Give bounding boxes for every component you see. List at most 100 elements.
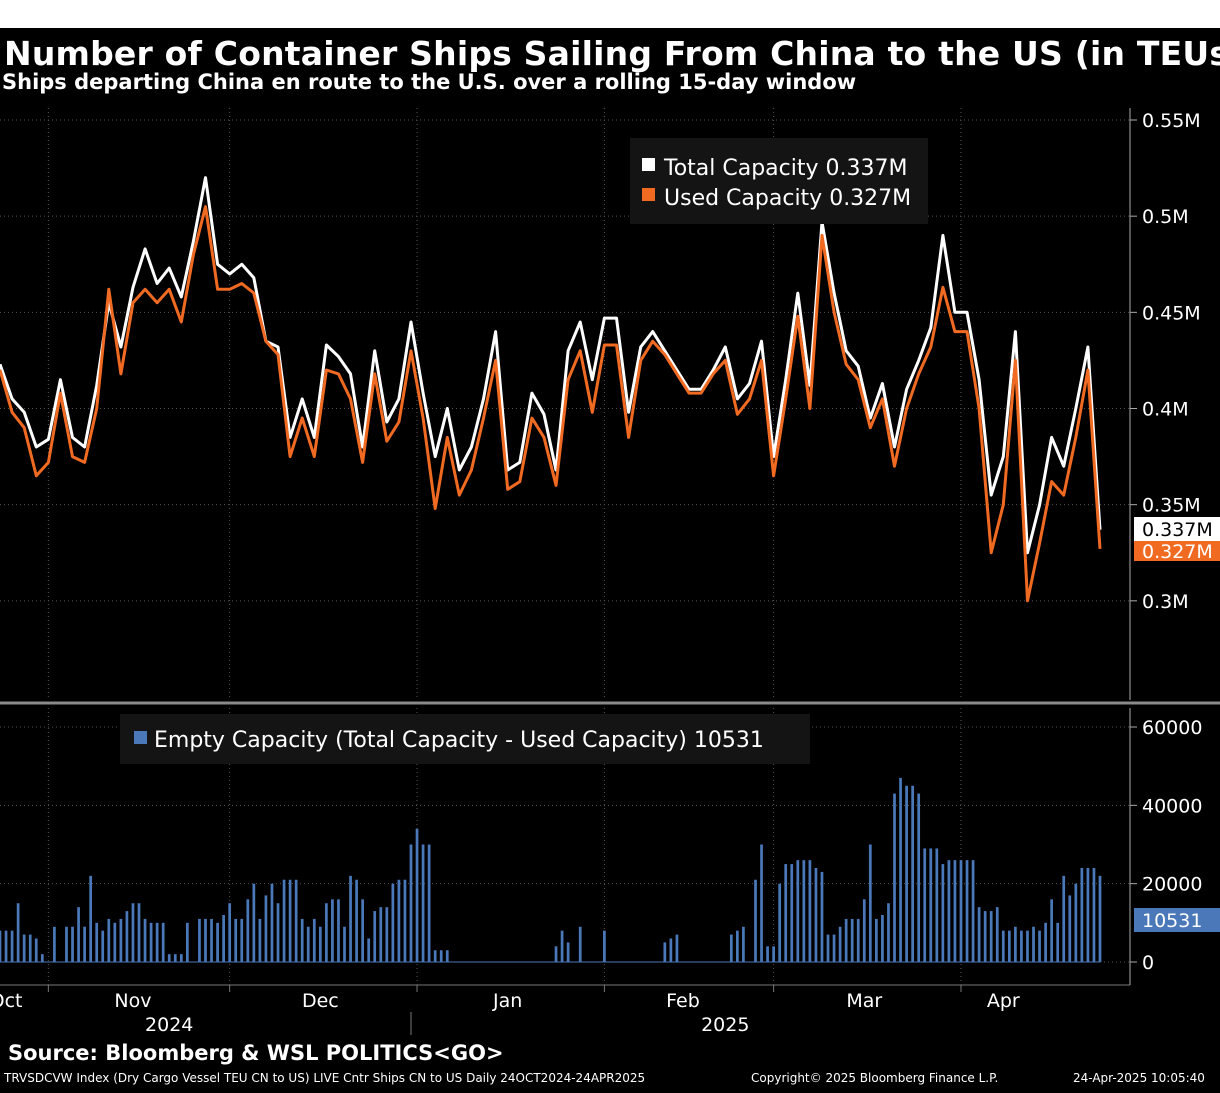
empty-capacity-bar bbox=[373, 911, 377, 962]
empty-capacity-bar bbox=[343, 926, 346, 962]
empty-capacity-bar bbox=[439, 950, 443, 962]
empty-capacity-bar bbox=[808, 860, 812, 962]
empty-capacity-bar bbox=[814, 868, 818, 962]
empty-last-value-tag bbox=[1134, 908, 1220, 932]
empty-capacity-bar bbox=[34, 938, 38, 962]
legend-swatch bbox=[642, 158, 655, 171]
y-tick-label: 20000 bbox=[1142, 874, 1202, 896]
empty-capacity-bar bbox=[107, 918, 111, 962]
empty-capacity-bar bbox=[246, 899, 250, 962]
empty-capacity-bar bbox=[222, 915, 225, 962]
used-last-value-label: 0.327M bbox=[1142, 541, 1213, 563]
empty-capacity-bar bbox=[282, 879, 286, 962]
empty-capacity-bar bbox=[1044, 922, 1047, 962]
y-tick-label: 0.55M bbox=[1142, 110, 1201, 132]
empty-capacity-bar bbox=[784, 864, 788, 962]
empty-capacity-bar bbox=[754, 879, 757, 962]
empty-capacity-bar bbox=[578, 926, 582, 962]
empty-capacity-bar bbox=[234, 918, 238, 962]
empty-capacity-bar bbox=[155, 922, 159, 962]
empty-capacity-bar bbox=[16, 903, 20, 962]
empty-capacity-bar bbox=[0, 930, 2, 962]
empty-capacity-bar bbox=[1007, 930, 1011, 962]
empty-capacity-bar bbox=[161, 922, 165, 962]
empty-capacity-bar bbox=[331, 899, 334, 962]
empty-capacity-bar bbox=[742, 926, 745, 962]
empty-capacity-bar bbox=[983, 911, 987, 962]
empty-last-value-label: 10531 bbox=[1142, 910, 1202, 932]
empty-capacity-bar bbox=[433, 950, 437, 962]
empty-capacity-bar bbox=[240, 918, 244, 962]
empty-capacity-bar bbox=[905, 785, 908, 962]
empty-capacity-bar bbox=[911, 785, 914, 962]
legend-swatch bbox=[134, 731, 147, 744]
empty-capacity-bar bbox=[198, 918, 201, 962]
empty-capacity-bar bbox=[204, 918, 207, 962]
empty-capacity-bar bbox=[1092, 868, 1096, 962]
empty-capacity-bar bbox=[862, 899, 866, 962]
month-label: Mar bbox=[846, 990, 882, 1012]
empty-capacity-bar bbox=[325, 903, 328, 962]
empty-capacity-bar bbox=[669, 938, 673, 962]
empty-capacity-bar bbox=[766, 946, 769, 962]
empty-capacity-bar bbox=[264, 895, 268, 962]
empty-capacity-bar bbox=[40, 954, 44, 962]
empty-capacity-bar bbox=[53, 926, 56, 962]
empty-capacity-bar bbox=[318, 926, 322, 962]
line-legend-box bbox=[630, 138, 928, 224]
bar-legend-box bbox=[120, 714, 810, 764]
used-capacity-line bbox=[0, 205, 1102, 603]
empty-capacity-bar bbox=[89, 875, 93, 962]
empty-capacity-bar bbox=[1020, 930, 1023, 962]
empty-capacity-bar bbox=[276, 903, 280, 962]
empty-capacity-bar bbox=[1026, 930, 1029, 962]
empty-capacity-bar bbox=[355, 879, 358, 962]
empty-capacity-bar bbox=[899, 777, 902, 962]
empty-capacity-bar bbox=[965, 860, 969, 962]
empty-capacity-bar bbox=[675, 934, 679, 962]
empty-capacity-bar bbox=[186, 922, 189, 962]
empty-capacity-bar bbox=[113, 922, 117, 962]
empty-capacity-bar bbox=[796, 860, 800, 962]
empty-capacity-bar bbox=[294, 879, 298, 962]
empty-capacity-bar bbox=[397, 879, 401, 962]
empty-capacity-bar bbox=[300, 918, 304, 962]
total-capacity-line bbox=[0, 176, 1102, 555]
empty-capacity-bar bbox=[850, 918, 854, 962]
empty-capacity-bar bbox=[923, 848, 927, 962]
total-last-value-label: 0.337M bbox=[1142, 519, 1213, 541]
empty-capacity-bar bbox=[288, 879, 292, 962]
empty-capacity-bar bbox=[28, 934, 32, 962]
month-label: Jan bbox=[492, 990, 522, 1012]
empty-capacity-bar bbox=[445, 950, 449, 962]
empty-capacity-bar bbox=[1074, 883, 1078, 962]
empty-capacity-bar bbox=[1080, 868, 1084, 962]
empty-capacity-bar bbox=[367, 938, 371, 962]
empty-capacity-bar bbox=[868, 844, 872, 962]
empty-capacity-bar bbox=[167, 954, 171, 962]
empty-capacity-bar bbox=[258, 918, 262, 962]
empty-capacity-bar bbox=[77, 907, 80, 962]
legend-label: Empty Capacity (Total Capacity - Used Ca… bbox=[154, 728, 764, 753]
month-label: Nov bbox=[114, 990, 151, 1012]
empty-capacity-bar bbox=[790, 864, 794, 962]
empty-capacity-bar bbox=[173, 954, 177, 962]
empty-capacity-bar bbox=[953, 860, 957, 962]
empty-capacity-bar bbox=[427, 844, 431, 962]
empty-capacity-bar bbox=[1056, 922, 1060, 962]
y-tick-label: 40000 bbox=[1142, 795, 1202, 817]
empty-capacity-bar bbox=[1001, 930, 1005, 962]
y-tick-label: 0 bbox=[1142, 952, 1154, 974]
empty-capacity-bar bbox=[179, 954, 183, 962]
y-tick-label: 0.35M bbox=[1142, 495, 1201, 517]
empty-capacity-bar bbox=[391, 883, 395, 962]
empty-capacity-bar bbox=[385, 907, 389, 962]
empty-capacity-bar bbox=[832, 934, 836, 962]
empty-capacity-bar bbox=[228, 903, 232, 962]
empty-capacity-bar bbox=[875, 918, 878, 962]
footer-copyright: Copyright© 2025 Bloomberg Finance L.P. bbox=[751, 1071, 999, 1085]
empty-capacity-bar bbox=[1032, 926, 1035, 962]
empty-capacity-bar bbox=[312, 918, 316, 962]
month-label: Dec bbox=[302, 990, 339, 1012]
empty-capacity-bar bbox=[306, 926, 310, 962]
